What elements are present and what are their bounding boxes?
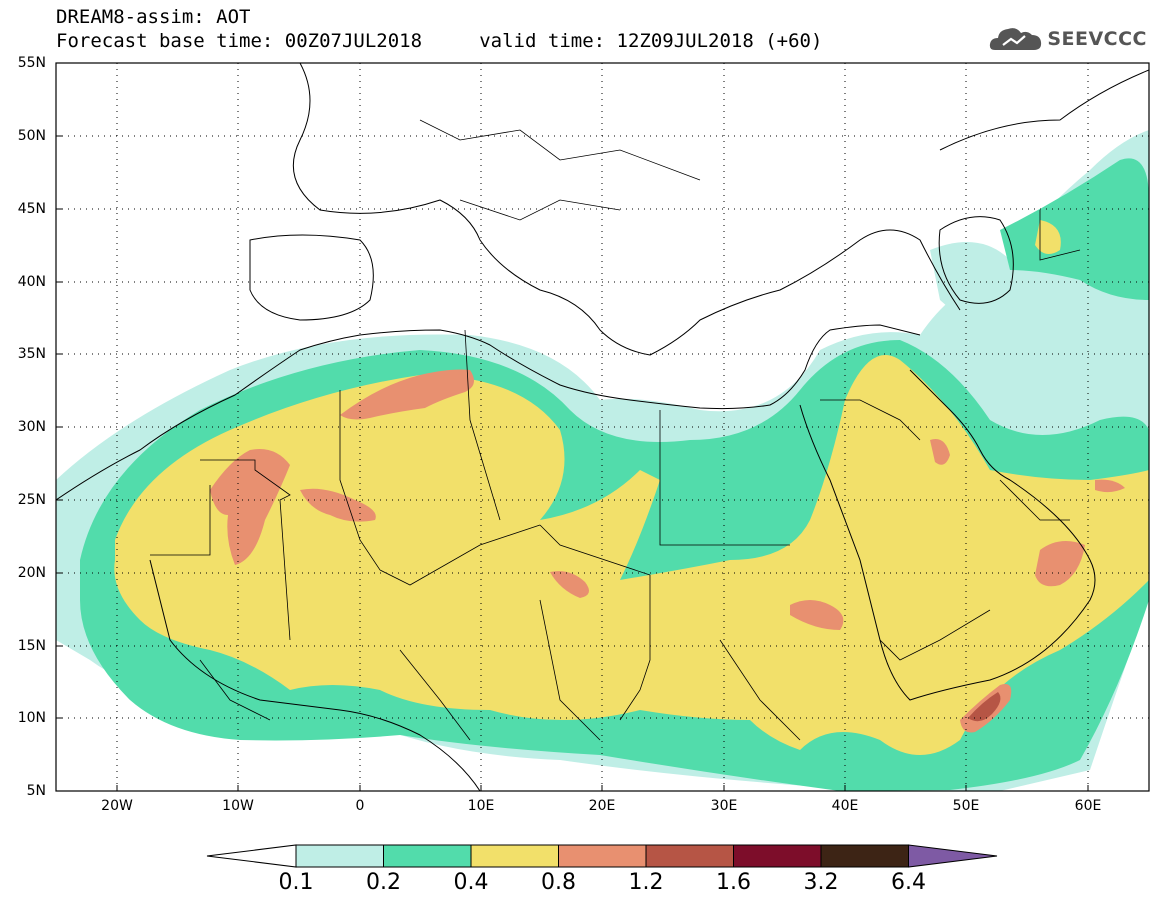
aot-region-0-8-mali (300, 488, 376, 522)
colorbar-label: 0.1 (278, 870, 314, 895)
colorbar-bin-0-2 (383, 844, 472, 868)
aot-region-0-8-mauritania (210, 449, 290, 565)
lon-label: 40E (831, 798, 859, 814)
aot-region-0-8-iran (1095, 479, 1125, 493)
logo-text: SEEVCCC (1047, 28, 1147, 50)
lat-label: 20N (17, 565, 46, 581)
map-subtitle: Forecast base time: 00Z07JUL2018 valid t… (56, 30, 823, 52)
aot-region-0-4 (114, 355, 1149, 755)
coastlines (56, 63, 1149, 791)
lat-label: 30N (17, 419, 46, 435)
aot-region-0-8-sudan (790, 600, 844, 630)
colorbar-high-arrow (908, 844, 998, 868)
colorbar-label: 6.4 (891, 870, 926, 895)
aot-region-0-4-ne (1035, 220, 1061, 254)
lon-label: 0 (355, 798, 365, 814)
lon-label: 10W (222, 798, 254, 814)
colorbar-label: 0.8 (541, 870, 576, 895)
lat-label: 5N (26, 783, 46, 799)
colorbar-bin-1-6 (733, 844, 822, 868)
colorbar-label: 0.4 (453, 870, 489, 895)
colorbar-bin-1-2 (645, 844, 734, 868)
graticule (56, 63, 1149, 791)
lon-label: 10E (467, 798, 495, 814)
aot-region-0-8-oman (1035, 541, 1085, 587)
lat-label: 35N (17, 346, 46, 362)
lon-label: 60E (1074, 798, 1102, 814)
map-title: DREAM8-assim: AOT (56, 6, 251, 28)
colorbar-bin-0-8 (558, 844, 647, 868)
lat-label: 10N (17, 710, 46, 726)
colorbar-bin-0-1 (295, 844, 384, 868)
lon-label: 30E (710, 798, 738, 814)
lon-label: 20E (588, 798, 616, 814)
country-borders (150, 119, 1081, 741)
aot-region-0-8-saudi (930, 439, 950, 465)
lat-label: 45N (17, 201, 46, 217)
lat-label: 50N (17, 128, 46, 144)
colorbar (206, 844, 998, 868)
colorbar-label: 1.2 (628, 870, 664, 895)
cloud-logo-icon (990, 28, 1042, 50)
aot-region-0-8-chad (550, 571, 589, 598)
axis-ticks (56, 135, 1089, 791)
lat-label: 55N (17, 55, 46, 71)
lat-label: 25N (17, 492, 46, 508)
lon-label: 50E (952, 798, 980, 814)
map-plot-area (56, 63, 1149, 791)
colorbar-label: 1.6 (716, 870, 751, 895)
colorbar-label: 0.2 (366, 870, 401, 895)
lon-label: 20W (101, 798, 133, 814)
lat-label: 15N (17, 638, 46, 654)
logo: SEEVCCC (989, 24, 1147, 54)
colorbar-label: 3.2 (803, 870, 839, 895)
aot-region-1-2-somalia (968, 692, 1001, 722)
aot-region-0-2-north (1000, 158, 1149, 300)
aot-region-0-1-caspian (930, 242, 1018, 320)
colorbar-bin-0-4 (470, 844, 559, 868)
aot-region-0-8-algeria (340, 369, 474, 420)
colorbar-bin-3-2 (820, 844, 909, 868)
colorbar-low-arrow (206, 844, 297, 868)
lat-label: 40N (17, 274, 46, 290)
